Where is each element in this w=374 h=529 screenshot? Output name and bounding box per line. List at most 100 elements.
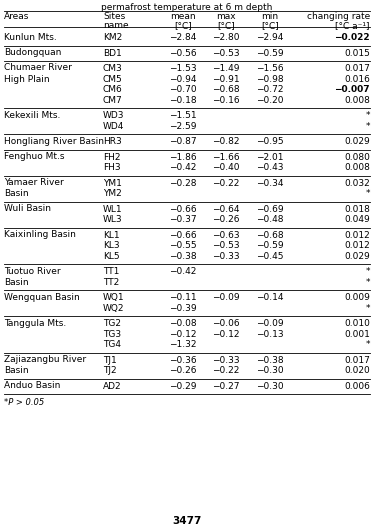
Text: FH3: FH3 [103,163,121,172]
Text: Wengquan Basin: Wengquan Basin [4,293,80,302]
Text: WQ2: WQ2 [103,304,125,313]
Text: −0.98: −0.98 [256,75,284,84]
Text: −0.30: −0.30 [256,382,284,391]
Text: −0.53: −0.53 [212,241,240,250]
Text: Sites: Sites [103,12,125,21]
Text: −0.64: −0.64 [212,205,240,214]
Text: FH2: FH2 [103,153,120,162]
Text: −0.82: −0.82 [212,137,240,146]
Text: *: * [365,304,370,313]
Text: 0.016: 0.016 [344,75,370,84]
Text: Hongliang River Basin: Hongliang River Basin [4,136,104,145]
Text: −0.38: −0.38 [256,355,284,365]
Text: −0.12: −0.12 [169,330,197,339]
Text: −0.70: −0.70 [169,85,197,94]
Text: CM5: CM5 [103,75,123,84]
Text: Kaixinling Basin: Kaixinling Basin [4,230,76,239]
Text: 0.080: 0.080 [344,153,370,162]
Text: −0.45: −0.45 [256,252,284,261]
Text: 3477: 3477 [172,516,202,526]
Text: −0.22: −0.22 [212,179,240,188]
Text: Kekexili Mts.: Kekexili Mts. [4,111,60,120]
Text: 0.008: 0.008 [344,96,370,105]
Text: KL5: KL5 [103,252,120,261]
Text: WD3: WD3 [103,111,125,120]
Text: WL3: WL3 [103,215,123,224]
Text: −0.33: −0.33 [212,252,240,261]
Text: −0.91: −0.91 [212,75,240,84]
Text: Anduo Basin: Anduo Basin [4,381,60,390]
Text: Areas: Areas [4,12,30,21]
Text: −1.51: −1.51 [169,111,197,120]
Text: −0.59: −0.59 [256,241,284,250]
Text: KL3: KL3 [103,241,120,250]
Text: changing rate: changing rate [307,12,370,21]
Text: −2.94: −2.94 [256,33,284,42]
Text: Chumaer River
High Plain: Chumaer River High Plain [4,63,72,84]
Text: −0.12: −0.12 [212,330,240,339]
Text: mean: mean [170,12,196,21]
Text: −0.30: −0.30 [256,366,284,375]
Text: CM3: CM3 [103,64,123,73]
Text: min: min [261,12,279,21]
Text: −0.09: −0.09 [212,293,240,302]
Text: −0.53: −0.53 [212,49,240,58]
Text: name: name [103,21,129,30]
Text: 0.049: 0.049 [344,215,370,224]
Text: −0.26: −0.26 [169,366,197,375]
Text: −0.55: −0.55 [169,241,197,250]
Text: −0.59: −0.59 [256,49,284,58]
Text: −0.20: −0.20 [256,96,284,105]
Text: CM7: CM7 [103,96,123,105]
Text: 0.008: 0.008 [344,163,370,172]
Text: TJ1: TJ1 [103,355,117,365]
Text: Zajiazangbu River
Basin: Zajiazangbu River Basin [4,355,86,375]
Text: −0.68: −0.68 [256,231,284,240]
Text: −0.87: −0.87 [169,137,197,146]
Text: Tanggula Mts.: Tanggula Mts. [4,318,66,327]
Text: HR3: HR3 [103,137,122,146]
Text: *: * [365,111,370,120]
Text: −0.68: −0.68 [212,85,240,94]
Text: *: * [365,278,370,287]
Text: 0.012: 0.012 [344,231,370,240]
Text: −0.66: −0.66 [169,231,197,240]
Text: −0.22: −0.22 [212,366,240,375]
Text: BD1: BD1 [103,49,122,58]
Text: −0.29: −0.29 [169,382,197,391]
Text: max: max [216,12,236,21]
Text: TT2: TT2 [103,278,119,287]
Text: −2.84: −2.84 [169,33,197,42]
Text: −0.38: −0.38 [169,252,197,261]
Text: −0.39: −0.39 [169,304,197,313]
Text: Budongquan: Budongquan [4,48,61,57]
Text: WL1: WL1 [103,205,123,214]
Text: −1.66: −1.66 [212,153,240,162]
Text: −0.28: −0.28 [169,179,197,188]
Text: Yamaer River
Basin: Yamaer River Basin [4,178,64,198]
Text: 0.032: 0.032 [344,179,370,188]
Text: *: * [365,189,370,198]
Text: −2.01: −2.01 [256,153,284,162]
Text: −0.63: −0.63 [212,231,240,240]
Text: −0.08: −0.08 [169,319,197,329]
Text: YM2: YM2 [103,189,122,198]
Text: −0.66: −0.66 [169,205,197,214]
Text: WD4: WD4 [103,122,125,131]
Text: [°C]: [°C] [174,21,192,30]
Text: [°C]: [°C] [217,21,235,30]
Text: −0.37: −0.37 [169,215,197,224]
Text: −0.26: −0.26 [212,215,240,224]
Text: −2.80: −2.80 [212,33,240,42]
Text: −0.022: −0.022 [334,33,370,42]
Text: 0.020: 0.020 [344,366,370,375]
Text: −0.18: −0.18 [169,96,197,105]
Text: CM6: CM6 [103,85,123,94]
Text: −0.43: −0.43 [256,163,284,172]
Text: TJ2: TJ2 [103,366,117,375]
Text: Tuotuo River
Basin: Tuotuo River Basin [4,267,61,287]
Text: −0.40: −0.40 [212,163,240,172]
Text: 0.029: 0.029 [344,137,370,146]
Text: −0.16: −0.16 [212,96,240,105]
Text: −1.49: −1.49 [212,64,240,73]
